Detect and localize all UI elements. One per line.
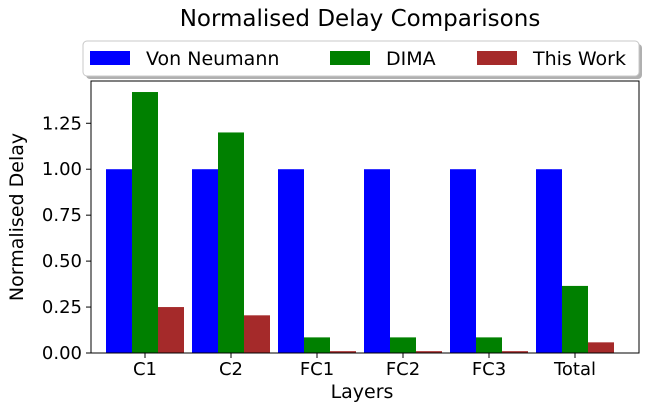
legend-swatch-von-neumann (90, 51, 130, 65)
plot-area-frame (90, 80, 640, 354)
y-tick-label: 0.25 (42, 297, 82, 318)
legend: Von Neumann DIMA This Work (82, 40, 642, 79)
x-tick-label: FC1 (300, 359, 334, 380)
x-tick-label: Total (553, 359, 596, 380)
bar-this-work-total (588, 342, 614, 353)
bar-dima-total (562, 285, 588, 353)
bar-von-neumann-c1 (106, 169, 132, 353)
bar-von-neumann-fc1 (278, 169, 304, 353)
y-tick-label: 1.25 (42, 113, 82, 134)
y-tick-label: 0.75 (42, 205, 82, 226)
bar-this-work-fc3 (502, 351, 528, 353)
x-tick-label: C1 (133, 359, 157, 380)
x-tick-label: C2 (219, 359, 243, 380)
bar-dima-fc3 (476, 337, 502, 353)
legend-swatch-dima (330, 51, 370, 65)
bar-dima-c1 (132, 92, 158, 353)
y-axis: 0.00 0.25 0.50 0.75 1.00 1.25 (42, 113, 91, 364)
y-tick-label: 0.50 (42, 251, 82, 272)
legend-label: DIMA (386, 48, 436, 70)
y-axis-label: Normalised Delay (6, 133, 28, 301)
bar-this-work-fc2 (416, 351, 442, 353)
bars (106, 92, 614, 353)
bar-von-neumann-c2 (192, 169, 218, 353)
x-tick-label: FC2 (386, 359, 420, 380)
bar-dima-fc1 (304, 337, 330, 353)
y-tick-label: 1.00 (42, 159, 82, 180)
bar-dima-fc2 (390, 337, 416, 353)
legend-items: Von Neumann DIMA This Work (90, 48, 626, 70)
legend-swatch-this-work (477, 51, 517, 65)
bar-this-work-fc1 (330, 351, 356, 353)
bar-dima-c2 (218, 132, 244, 353)
bar-this-work-c1 (158, 307, 184, 353)
y-tick-label: 0.00 (42, 343, 82, 364)
x-tick-label: FC3 (472, 359, 506, 380)
x-axis-label: Layers (331, 381, 394, 403)
x-axis: C1 C2 FC1 FC2 FC3 Total (133, 353, 596, 380)
chart-title: Normalised Delay Comparisons (180, 6, 541, 32)
bar-this-work-c2 (244, 315, 270, 353)
bar-von-neumann-fc3 (450, 169, 476, 353)
legend-label: Von Neumann (146, 48, 279, 70)
bar-von-neumann-fc2 (364, 169, 390, 353)
legend-label: This Work (532, 48, 626, 70)
bar-von-neumann-total (536, 169, 562, 353)
